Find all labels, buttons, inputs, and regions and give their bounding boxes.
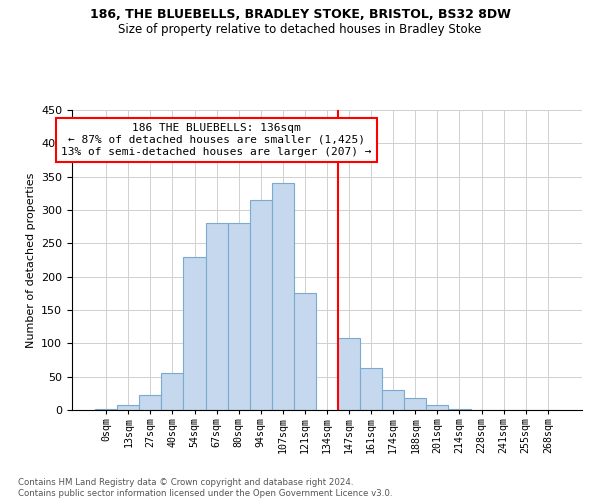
Bar bbox=[404, 398, 427, 410]
Bar bbox=[382, 390, 404, 410]
Bar bbox=[338, 338, 360, 410]
Bar bbox=[294, 294, 316, 410]
Text: Size of property relative to detached houses in Bradley Stoke: Size of property relative to detached ho… bbox=[118, 22, 482, 36]
Bar bbox=[448, 408, 470, 410]
Bar bbox=[227, 224, 250, 410]
Bar bbox=[250, 200, 272, 410]
Bar bbox=[139, 396, 161, 410]
Bar bbox=[95, 408, 117, 410]
Bar bbox=[360, 368, 382, 410]
Bar bbox=[117, 406, 139, 410]
Text: 186 THE BLUEBELLS: 136sqm
← 87% of detached houses are smaller (1,425)
13% of se: 186 THE BLUEBELLS: 136sqm ← 87% of detac… bbox=[61, 124, 372, 156]
Bar bbox=[206, 224, 227, 410]
Bar bbox=[184, 256, 206, 410]
Bar bbox=[161, 374, 184, 410]
Bar bbox=[272, 184, 294, 410]
Text: Contains HM Land Registry data © Crown copyright and database right 2024.
Contai: Contains HM Land Registry data © Crown c… bbox=[18, 478, 392, 498]
Text: 186, THE BLUEBELLS, BRADLEY STOKE, BRISTOL, BS32 8DW: 186, THE BLUEBELLS, BRADLEY STOKE, BRIST… bbox=[89, 8, 511, 20]
Y-axis label: Number of detached properties: Number of detached properties bbox=[26, 172, 35, 348]
Bar bbox=[427, 404, 448, 410]
